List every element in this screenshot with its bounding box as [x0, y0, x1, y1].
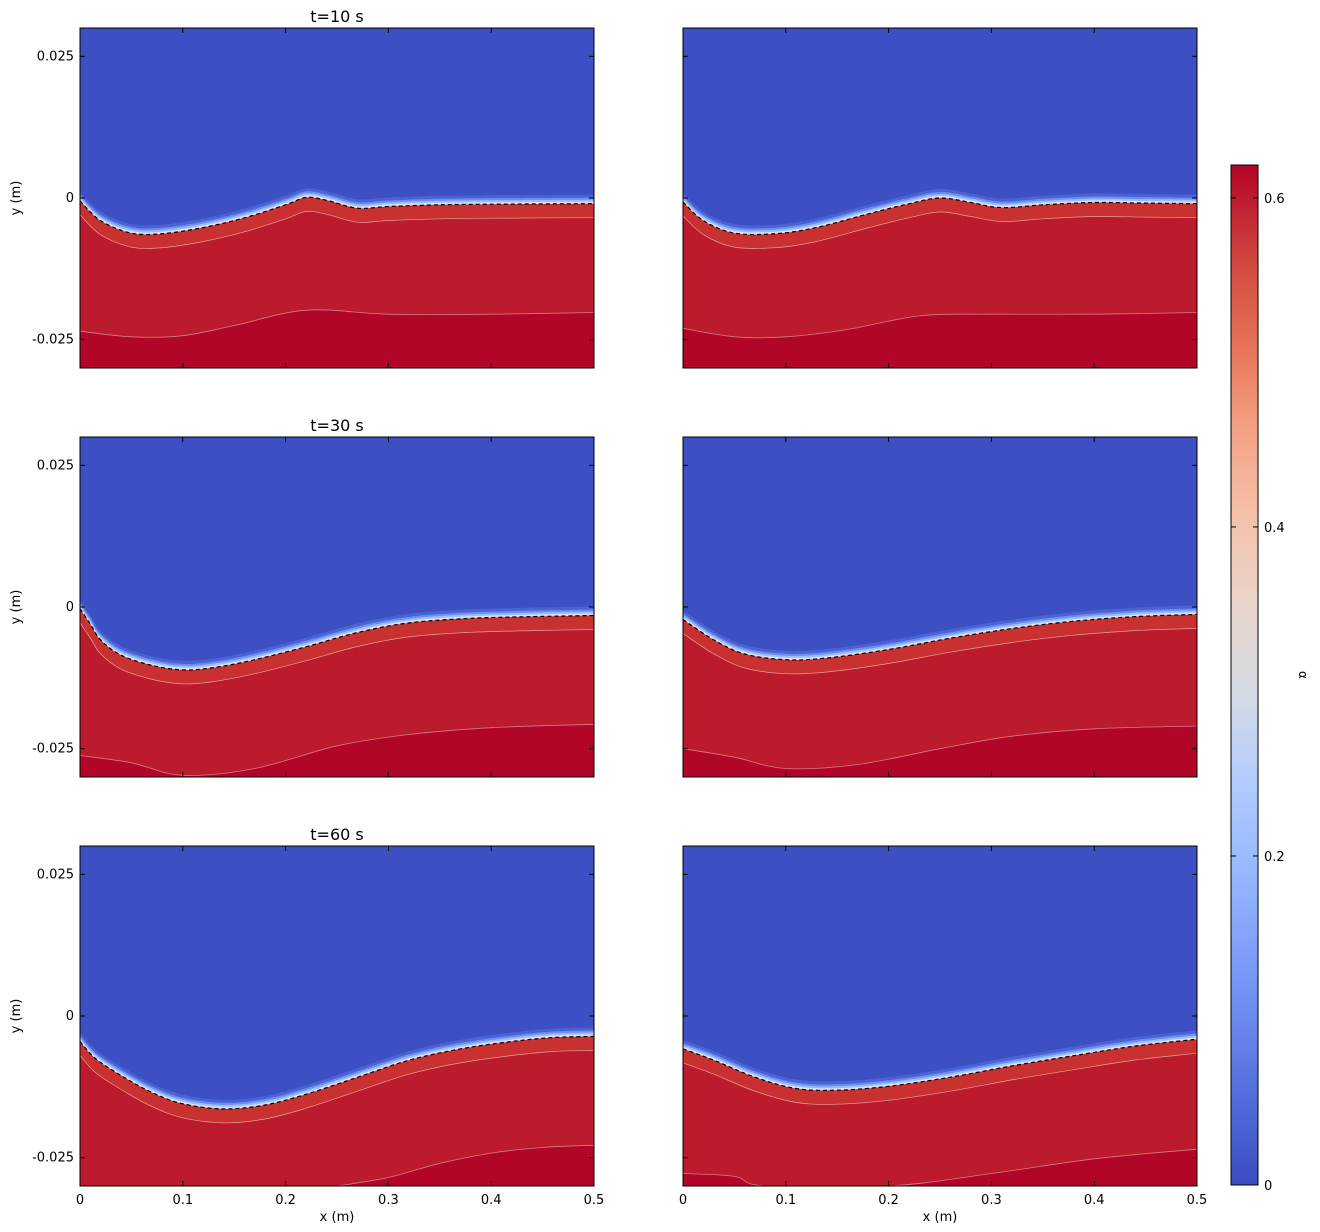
colorbar-tick-label: 0.6	[1264, 192, 1285, 207]
y-tick-label: -0.025	[32, 1151, 74, 1166]
lower-layer	[80, 724, 594, 777]
interface-dashed-line	[80, 1035, 594, 1110]
panels-layer: 0.025 0 -0.025 y (m) t=10 s 0.025 0 -0.025 y (m)…	[9, 7, 1207, 1225]
colorbar: 0 0.2 0.4 0.6 α	[1230, 164, 1310, 1194]
lower-contour-line	[683, 725, 1197, 770]
colorbar-tick-label: 0.4	[1264, 521, 1285, 536]
interface-dashed-line	[683, 197, 1197, 236]
bed-contour-line	[683, 628, 1197, 675]
x-tick-label: 0.5	[584, 1193, 605, 1208]
y-tick-label: 0	[66, 191, 74, 206]
colorbar-tick-label: 0	[1264, 1179, 1272, 1194]
bed-contour-line	[683, 211, 1197, 249]
interface-dashed-line	[80, 196, 594, 236]
lower-contour-line	[80, 309, 594, 338]
x-tick-label: 0.2	[275, 1193, 296, 1208]
bed-layer	[683, 1053, 1197, 1186]
panel-2-1: 0 0.1 0.2 0.3 0.4 0.5 x (m)	[679, 845, 1208, 1225]
y-tick-label: 0	[66, 1009, 74, 1024]
interface-dashed-line	[683, 613, 1197, 661]
y-tick-label: -0.025	[32, 742, 74, 757]
interface-dashed-line	[683, 1038, 1197, 1092]
interface-dashed-line	[80, 608, 594, 671]
bed-contour-line	[80, 210, 594, 249]
x-tick-label: 0.4	[1084, 1193, 1105, 1208]
x-tick-label: 0.1	[172, 1193, 193, 1208]
x-tick-label: 0.4	[481, 1193, 502, 1208]
panel-field	[80, 846, 594, 1186]
x-tick-label: 0.3	[981, 1193, 1002, 1208]
lower-layer	[683, 1149, 1197, 1186]
lower-contour-line	[683, 312, 1197, 339]
y-axis-label: y (m)	[9, 181, 24, 216]
panel-field	[683, 437, 1197, 777]
panel-field	[80, 28, 594, 368]
lower-layer	[337, 1145, 594, 1186]
lower-layer	[80, 309, 594, 368]
x-axis-label: x (m)	[320, 1210, 355, 1225]
x-tick-label: 0	[679, 1193, 687, 1208]
lower-contour-line	[80, 723, 594, 776]
lower-contour-line	[683, 1148, 1197, 1186]
bed-contour-line	[683, 1052, 1197, 1105]
panel-1-1	[682, 436, 1198, 778]
panel-0-0: 0.025 0 -0.025 y (m) t=10 s	[9, 7, 595, 369]
y-tick-label: 0	[66, 600, 74, 615]
x-tick-label: 0.1	[775, 1193, 796, 1208]
y-axis-label: y (m)	[9, 999, 24, 1034]
lower-contour-line	[336, 1144, 594, 1186]
panel-2-0: 0 0.1 0.2 0.3 0.4 0.5 0.025 0 -0.025 y (m) x (m) t=…	[9, 825, 604, 1225]
panel-title: t=10 s	[310, 7, 363, 26]
panel-title: t=30 s	[310, 416, 363, 435]
x-tick-label: 0.2	[878, 1193, 899, 1208]
y-tick-label: -0.025	[32, 333, 74, 348]
colorbar-label: α	[1296, 671, 1310, 679]
y-axis-label: y (m)	[9, 590, 24, 625]
panel-field	[80, 437, 594, 777]
lower-layer	[683, 726, 1197, 777]
y-tick-label: 0.025	[37, 458, 74, 473]
y-tick-label: 0.025	[37, 49, 74, 64]
panel-field	[683, 846, 1197, 1186]
colorbar-ticks: 0 0.2 0.4 0.6	[1231, 192, 1285, 1194]
lower-layer	[683, 312, 1197, 368]
panel-1-0: 0.025 0 -0.025 y (m) t=30 s	[9, 416, 595, 778]
bed-contour-line	[80, 1050, 594, 1124]
x-tick-label: 0	[76, 1193, 84, 1208]
panel-field	[683, 28, 1197, 368]
panel-0-1	[682, 27, 1198, 369]
x-tick-label: 0.5	[1187, 1193, 1208, 1208]
x-tick-label: 0.3	[378, 1193, 399, 1208]
x-axis-label: x (m)	[923, 1210, 958, 1225]
colorbar-tick-label: 0.2	[1264, 850, 1285, 865]
bed-layer	[80, 1050, 594, 1186]
panel-title: t=60 s	[310, 825, 363, 844]
colorbar-gradient	[1230, 164, 1259, 1186]
bed-contour-line	[80, 622, 594, 685]
y-tick-label: 0.025	[37, 867, 74, 882]
